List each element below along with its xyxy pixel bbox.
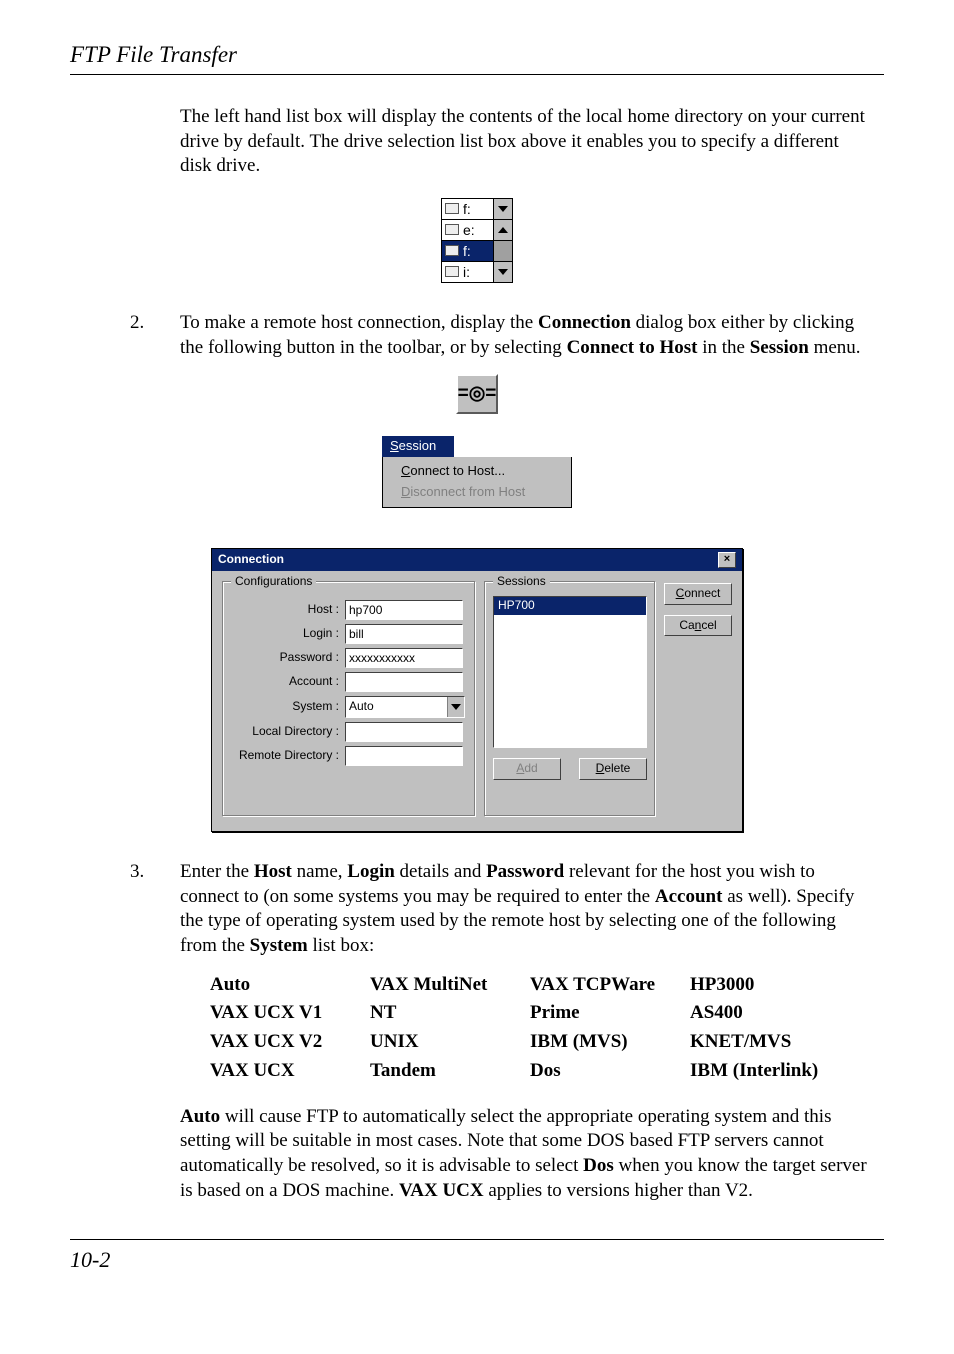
login-label: Login : bbox=[231, 626, 345, 642]
dropdown-button[interactable] bbox=[493, 199, 512, 219]
step-number-3: 3. bbox=[70, 860, 180, 959]
configurations-group: Configurations Host : Login : Password :… bbox=[222, 581, 476, 817]
drive-item-f[interactable]: f: bbox=[442, 199, 493, 219]
host-input[interactable] bbox=[345, 600, 463, 620]
remotedir-label: Remote Directory : bbox=[231, 748, 345, 764]
auto-paragraph: Auto will cause FTP to automatically sel… bbox=[180, 1105, 874, 1204]
step-number-2: 2. bbox=[70, 311, 180, 360]
disk-icon bbox=[445, 224, 459, 235]
chevron-down-icon bbox=[498, 206, 508, 212]
table-row: AutoVAX MultiNetVAX TCPWareHP3000 bbox=[210, 971, 850, 1000]
connect-button[interactable]: Connect bbox=[664, 583, 732, 605]
systems-table: AutoVAX MultiNetVAX TCPWareHP3000 VAX UC… bbox=[210, 971, 850, 1086]
disk-icon bbox=[445, 266, 459, 277]
session-menu: Session Connect to Host... Disconnect fr… bbox=[382, 436, 572, 508]
password-input[interactable] bbox=[345, 648, 463, 668]
system-select-button[interactable] bbox=[447, 697, 464, 717]
cancel-button[interactable]: Cancel bbox=[664, 615, 732, 637]
header-rule bbox=[70, 74, 884, 75]
intro-paragraph: The left hand list box will display the … bbox=[180, 105, 874, 179]
account-input[interactable] bbox=[345, 672, 463, 692]
login-input[interactable] bbox=[345, 624, 463, 644]
dialog-title: Connection bbox=[218, 552, 284, 568]
system-select[interactable]: Auto bbox=[345, 696, 465, 718]
footer-rule bbox=[70, 1239, 884, 1240]
scroll-down-button[interactable] bbox=[493, 262, 512, 282]
chevron-down-icon bbox=[498, 269, 508, 275]
step-2-text: To make a remote host connection, displa… bbox=[180, 311, 874, 360]
connect-icon: =◎= bbox=[458, 382, 497, 407]
drive-item-selected[interactable]: f: bbox=[442, 241, 493, 261]
table-row: VAX UCX V2UNIXIBM (MVS)KNET/MVS bbox=[210, 1028, 850, 1057]
add-button: Add bbox=[493, 758, 561, 780]
scroll-track bbox=[493, 241, 512, 261]
connection-dialog: Connection × Configurations Host : Login… bbox=[211, 548, 743, 832]
system-select-value: Auto bbox=[346, 699, 447, 715]
session-menu-title[interactable]: Session bbox=[382, 436, 454, 457]
chevron-up-icon bbox=[498, 227, 508, 233]
chevron-down-icon bbox=[451, 704, 461, 710]
account-label: Account : bbox=[231, 674, 345, 690]
disk-icon bbox=[445, 203, 459, 214]
host-label: Host : bbox=[231, 602, 345, 618]
system-label: System : bbox=[231, 699, 345, 715]
drive-selector[interactable]: f: e: f: i: bbox=[441, 198, 513, 283]
localdir-input[interactable] bbox=[345, 722, 463, 742]
configurations-legend: Configurations bbox=[231, 574, 316, 590]
sessions-legend: Sessions bbox=[493, 574, 550, 590]
table-row: VAX UCX V1NTPrimeAS400 bbox=[210, 999, 850, 1028]
table-row: VAX UCXTandemDosIBM (Interlink) bbox=[210, 1057, 850, 1086]
drive-item-i[interactable]: i: bbox=[442, 262, 493, 282]
menu-disconnect: Disconnect from Host bbox=[383, 482, 571, 503]
sessions-group: Sessions HP700 Add Delete bbox=[484, 581, 656, 817]
close-button[interactable]: × bbox=[718, 552, 736, 568]
page-header: FTP File Transfer bbox=[70, 40, 884, 70]
menu-connect-to-host[interactable]: Connect to Host... bbox=[383, 461, 571, 482]
drive-item-e[interactable]: e: bbox=[442, 220, 493, 240]
delete-button[interactable]: Delete bbox=[579, 758, 647, 780]
localdir-label: Local Directory : bbox=[231, 724, 345, 740]
password-label: Password : bbox=[231, 650, 345, 666]
page-number: 10-2 bbox=[70, 1246, 884, 1275]
disk-icon bbox=[445, 245, 459, 256]
scroll-up-button[interactable] bbox=[493, 220, 512, 240]
connect-toolbar-button[interactable]: =◎= bbox=[456, 374, 498, 414]
step-3-text: Enter the Host name, Login details and P… bbox=[180, 860, 874, 959]
remotedir-input[interactable] bbox=[345, 746, 463, 766]
sessions-listbox[interactable]: HP700 bbox=[493, 596, 647, 748]
session-item-hp700[interactable]: HP700 bbox=[494, 597, 646, 615]
